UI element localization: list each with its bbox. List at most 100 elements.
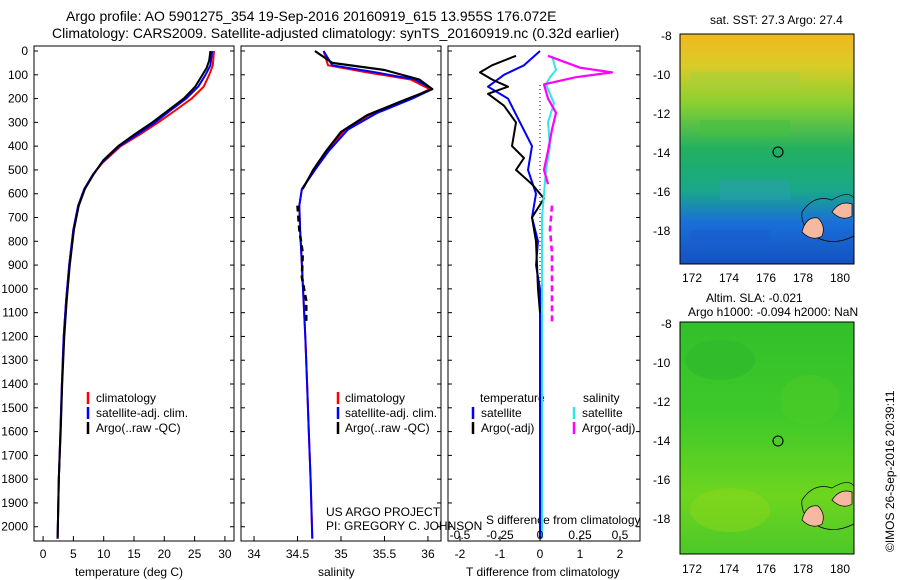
sla-ytick: -10 xyxy=(653,356,671,370)
sla-title-line2: Argo h1000: -0.094 h2000: NaN xyxy=(688,305,858,319)
salinity-xtick-label: 35.5 xyxy=(373,547,397,561)
sla-xtick: 178 xyxy=(793,562,813,576)
s-diff-xtick-label: -0.5 xyxy=(450,528,471,542)
figure-title-line2: Climatology: CARS2009. Satellite-adjuste… xyxy=(52,25,620,41)
s-diff-xtick-label: -0.25 xyxy=(486,528,514,542)
series-line-argo-raw-qc- xyxy=(301,50,434,190)
t-diff-label: T difference from climatology xyxy=(466,565,620,579)
sla-x-ticks: 172 174 176 178 180 xyxy=(682,562,850,576)
temperature-frame xyxy=(33,45,235,542)
temperature-xtick-label: 20 xyxy=(158,547,172,561)
depth-tick-label: 1700 xyxy=(1,448,28,462)
sla-profile-marker xyxy=(772,435,784,447)
t-diff-xtick-label: 0 xyxy=(537,547,544,561)
sla-title-line1: Altim. SLA: -0.021 xyxy=(706,291,803,305)
sst-profile-marker xyxy=(772,146,784,158)
series-line-salinity-argo-adj- xyxy=(542,54,614,185)
temperature-xtick-label: 25 xyxy=(188,547,202,561)
depth-tick-label: 100 xyxy=(8,68,28,82)
sst-xtick: 176 xyxy=(756,271,776,285)
depth-tick-label: 1100 xyxy=(2,306,28,320)
temperature-xtick-label: 10 xyxy=(97,547,111,561)
difference-legend: temperature satellite Argo(-adj) salinit… xyxy=(471,391,635,435)
sla-ytick: -12 xyxy=(653,395,671,409)
salinity-legend: climatology satellite-adj. clim. Argo(..… xyxy=(336,391,437,435)
depth-tick-label: 1000 xyxy=(1,282,28,296)
sst-map xyxy=(679,33,855,265)
legend-argo: Argo(..raw -QC) xyxy=(96,421,181,435)
depth-tick-label: 1400 xyxy=(1,377,28,391)
depth-tick-label: 200 xyxy=(8,92,28,106)
depth-tick-label: 1500 xyxy=(1,401,28,415)
sla-xtick: 176 xyxy=(756,562,776,576)
salinity-panel xyxy=(240,45,442,542)
depth-tick-label: 0 xyxy=(21,44,28,58)
legend-sat: satellite-adj. clim. xyxy=(345,406,437,420)
temperature-xlabel: temperature (deg C) xyxy=(75,565,183,579)
sst-xtick: 174 xyxy=(719,271,739,285)
sla-map xyxy=(679,321,855,555)
temperature-legend: climatology satellite-adj. clim. Argo(..… xyxy=(86,391,188,435)
sla-y-ticks: -8 -10 -12 -14 -16 -18 xyxy=(653,317,672,526)
pi-label: PI: GREGORY C. JOHNSON xyxy=(326,519,482,533)
figure-title-line1: Argo profile: AO 5901275_354 19-Sep-2016… xyxy=(66,8,557,24)
t-diff-xtick-label: 1 xyxy=(577,547,584,561)
difference-panel xyxy=(447,45,641,542)
depth-tick-label: 500 xyxy=(8,163,28,177)
depth-tick-label: 1900 xyxy=(1,496,28,510)
sst-ytick: -8 xyxy=(661,29,672,43)
salinity-xlabel: salinity xyxy=(318,565,355,579)
s-diff-label: S difference from climatology xyxy=(486,513,641,527)
s-diff-xtick-label: 0.5 xyxy=(612,528,629,542)
legend-sal-argo: Argo(-adj) xyxy=(582,421,635,435)
project-label: US ARGO PROJECT xyxy=(326,505,441,519)
salinity-xtick-label: 36 xyxy=(421,547,435,561)
depth-tick-label: 300 xyxy=(8,115,28,129)
sst-ytick: -18 xyxy=(653,224,671,238)
legend-sat: satellite-adj. clim. xyxy=(96,406,188,420)
series-line-climatology xyxy=(56,50,215,539)
t-diff-xtick-label: -2 xyxy=(455,547,466,561)
series-line-deep xyxy=(548,205,554,325)
series-line-climatology xyxy=(298,50,431,539)
temperature-xtick-label: 30 xyxy=(218,547,232,561)
series-line-argo-raw-qc- xyxy=(56,50,212,539)
sst-ytick: -16 xyxy=(653,185,671,199)
salinity-xtick-label: 34 xyxy=(247,547,261,561)
sst-xtick: 180 xyxy=(830,271,850,285)
series-line-satellite-adj-clim- xyxy=(298,50,434,539)
legend-argo: Argo(..raw -QC) xyxy=(345,421,430,435)
sla-ytick: -14 xyxy=(653,434,671,448)
depth-tick-label: 1800 xyxy=(1,472,28,486)
sla-ytick: -8 xyxy=(661,317,672,331)
sla-xtick: 174 xyxy=(719,562,739,576)
legend-sal-sat: satellite xyxy=(582,406,623,420)
s-diff-xtick-label: 0.25 xyxy=(568,528,592,542)
legend-temp-sat: satellite xyxy=(481,406,522,420)
depth-tick-label: 700 xyxy=(8,211,28,225)
series-line-temperature-satellite xyxy=(487,50,541,539)
temperature-xtick-label: 15 xyxy=(127,547,141,561)
depth-tick-label: 2000 xyxy=(1,520,28,534)
s-diff-xtick-label: 0 xyxy=(537,528,544,542)
sst-ytick: -14 xyxy=(653,146,671,160)
sla-ytick: -16 xyxy=(653,473,671,487)
sst-xtick: 172 xyxy=(682,271,702,285)
legend-temp-argo: Argo(-adj) xyxy=(481,421,534,435)
sst-ytick: -12 xyxy=(653,107,671,121)
depth-tick-label: 900 xyxy=(8,258,28,272)
depth-tick-label: 1300 xyxy=(1,353,28,367)
temperature-xtick-label: 5 xyxy=(70,547,77,561)
legend-sal-title: salinity xyxy=(583,391,620,405)
temperature-panel xyxy=(33,45,235,542)
sst-x-ticks: 172 174 176 178 180 xyxy=(682,271,850,285)
salinity-xtick-label: 35 xyxy=(334,547,348,561)
difference-frame xyxy=(447,45,641,542)
series-line-salinity-satellite xyxy=(541,55,557,539)
salinity-xtick-label: 34.5 xyxy=(286,547,310,561)
temperature-xtick-label: 0 xyxy=(40,547,47,561)
sst-title: sat. SST: 27.3 Argo: 27.4 xyxy=(710,13,843,27)
sst-xtick: 178 xyxy=(793,271,813,285)
t-diff-xtick-label: 2 xyxy=(617,547,624,561)
